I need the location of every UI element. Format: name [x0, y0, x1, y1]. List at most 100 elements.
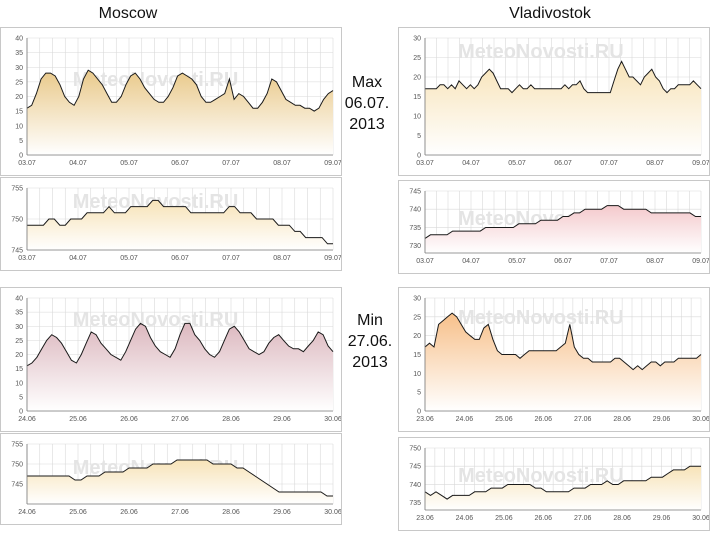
x-tick-label: 07.07: [222, 255, 240, 262]
x-tick-label: 30.06: [692, 416, 709, 423]
moscow-max-temp-line: [26, 69, 334, 112]
moscow-max-pressure-area: [27, 200, 333, 250]
y-tick-label: 25: [413, 314, 421, 321]
x-tick-label: 28.06: [222, 416, 240, 423]
x-tick-label: 06.07: [171, 255, 189, 262]
x-tick-label: 06.07: [554, 258, 572, 265]
x-tick-label: 25.06: [495, 515, 513, 522]
x-tick-label: 28.06: [613, 515, 631, 522]
x-tick-label: 06.07: [171, 160, 189, 167]
y-tick-label: 20: [413, 333, 421, 340]
y-tick-label: 0: [19, 409, 23, 416]
x-tick-label: 07.07: [222, 160, 240, 167]
vladivostok-max-pressure-area: [425, 205, 701, 253]
moscow-min-pressure-area: [27, 460, 333, 504]
y-tick-label: 30: [413, 36, 421, 43]
y-tick-label: 40: [15, 36, 23, 43]
y-tick-label: 5: [417, 390, 421, 397]
x-tick-label: 29.06: [273, 416, 291, 423]
max-label-line2: 06.07.: [344, 95, 390, 112]
x-tick-label: 23.06: [416, 416, 434, 423]
moscow-min-temp-chart: 0 5 10 15 20 25 30 35 40 MeteoNovosti.RU 24.06 25.0…: [0, 287, 342, 432]
vladivostok-min-pressure-area: [425, 466, 701, 510]
vladivostok-max-temp-line: [425, 60, 702, 94]
vladivostok-min-temp-area: [425, 313, 701, 411]
x-tick-label: 28.06: [222, 509, 240, 516]
x-tick-label: 05.07: [120, 255, 138, 262]
x-tick-label: 08.07: [273, 255, 291, 262]
x-tick-label: 04.07: [462, 258, 480, 265]
y-tick-label: 745: [11, 482, 23, 489]
x-tick-label: 03.07: [18, 160, 36, 167]
x-tick-label: 26.06: [120, 416, 138, 423]
x-tick-label: 25.06: [69, 416, 87, 423]
moscow-min-temp-area: [27, 323, 333, 411]
x-tick-label: 27.06: [171, 509, 189, 516]
moscow-max-temp-area: [27, 70, 333, 155]
x-tick-label: 23.06: [416, 515, 434, 522]
moscow-min-pressure-chart: 745750755MeteoNovosti.RU24.0625.0626.062…: [0, 433, 342, 525]
y-tick-label: 0: [417, 409, 421, 416]
x-tick-label: 27.06: [574, 416, 592, 423]
x-tick-label: 05.07: [120, 160, 138, 167]
min-label-line2: 27.06.: [347, 333, 393, 350]
y-tick-label: 735: [409, 500, 421, 507]
y-tick-label: 15: [15, 109, 23, 116]
y-tick-label: 25: [15, 338, 23, 345]
vladivostok-min-pressure-line: [424, 465, 701, 500]
y-tick-label: 10: [15, 123, 23, 130]
x-tick-label: 29.06: [653, 515, 671, 522]
x-tick-label: 25.06: [495, 416, 513, 423]
y-tick-label: 5: [417, 133, 421, 140]
watermark: MeteoNovosti.RU: [458, 41, 624, 63]
x-tick-label: 30.06: [324, 509, 341, 516]
x-tick-label: 25.06: [69, 509, 87, 516]
x-tick-label: 07.07: [600, 258, 618, 265]
x-tick-label: 27.06: [574, 515, 592, 522]
x-tick-label: 09.07: [324, 255, 341, 262]
y-tick-label: 750: [11, 462, 23, 469]
x-tick-label: 24.06: [456, 416, 474, 423]
min-label-line3: 2013: [352, 354, 388, 371]
city-title-vladivostok: Vladivostok: [509, 5, 591, 22]
y-tick-label: 15: [413, 352, 421, 359]
watermark: MeteoNovosti.RU: [458, 465, 624, 487]
y-tick-label: 40: [15, 296, 23, 303]
max-label-line3: 2013: [349, 116, 385, 133]
x-tick-label: 30.06: [324, 416, 341, 423]
y-tick-label: 745: [409, 464, 421, 471]
y-tick-label: 20: [15, 352, 23, 359]
vladivostok-max-temp-area: [425, 61, 701, 155]
y-tick-label: 15: [15, 366, 23, 373]
y-tick-label: 15: [413, 94, 421, 101]
x-tick-label: 03.07: [18, 255, 36, 262]
y-tick-label: 740: [409, 207, 421, 214]
max-label-line1: Max: [351, 74, 383, 91]
x-tick-label: 24.06: [18, 416, 36, 423]
y-tick-label: 30: [15, 324, 23, 331]
x-tick-label: 03.07: [416, 258, 434, 265]
vladivostok-max-temp-chart: 0 5 10 15 20 25 30 MeteoNovosti.RU 03.07 04.07 05.…: [398, 27, 710, 176]
min-date-label: Min 27.06. 2013: [340, 310, 400, 373]
x-tick-label: 05.07: [508, 258, 526, 265]
watermark: MeteoNovosti.RU: [73, 309, 239, 331]
vladivostok-max-pressure-chart: 730 735 740 745 MeteoNovosti.RU 03.07 04.07 05.…: [398, 180, 710, 274]
y-tick-label: 10: [15, 380, 23, 387]
x-tick-label: 03.07: [416, 160, 434, 167]
y-tick-label: 755: [11, 186, 23, 193]
city-title-moscow: Moscow: [98, 5, 158, 22]
x-tick-label: 08.07: [273, 160, 291, 167]
moscow-max-pressure-svg: 745750755MeteoNovosti.RU03.0704.0705.070…: [11, 186, 341, 263]
x-tick-label: 26.06: [535, 416, 553, 423]
y-tick-label: 735: [409, 225, 421, 232]
x-tick-label: 08.07: [646, 160, 664, 167]
moscow-max-pressure-line: [27, 199, 333, 245]
x-tick-label: 29.06: [273, 509, 291, 516]
vladivostok-min-temp-chart: 0 5 10 15 20 25 30 MeteoNovosti.RU 23.06 24.06 25.…: [398, 287, 710, 432]
y-tick-label: 5: [19, 394, 23, 401]
x-tick-label: 26.06: [535, 515, 553, 522]
y-tick-label: 755: [11, 442, 23, 449]
y-tick-label: 5: [19, 138, 23, 145]
vladivostok-max-temp-svg: 0 5 10 15 20 25 30 MeteoNovosti.RU 03.07 04.07 05.…: [413, 36, 709, 168]
